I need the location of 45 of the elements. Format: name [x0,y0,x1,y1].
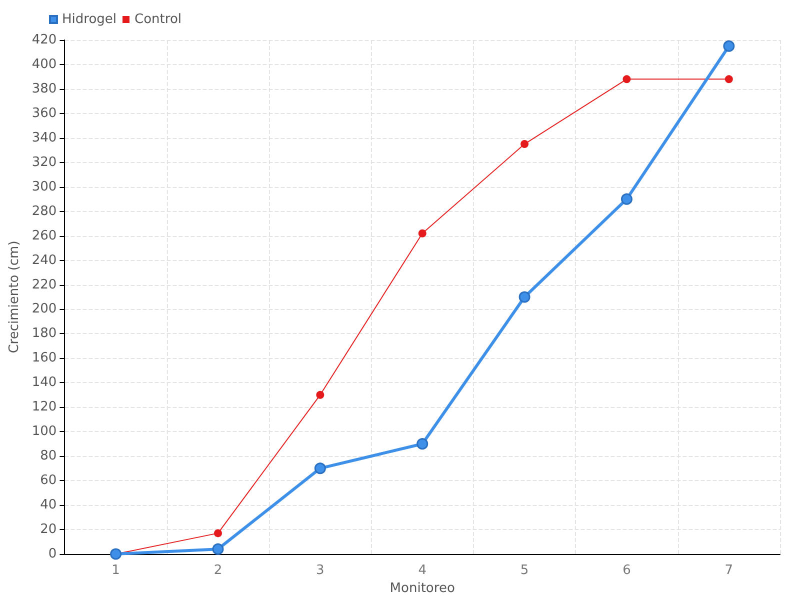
y-tick-label: 220 [32,277,57,292]
y-tick-label: 80 [40,448,57,464]
x-tick-label: 2 [214,563,222,578]
x-tick-label: 7 [724,563,734,578]
y-tick-label: 100 [32,424,57,440]
x-tick-label: 5 [520,563,529,578]
x-axis-title: Monitoreo [390,580,455,596]
y-tick-label: 200 [32,302,57,317]
point [620,193,632,205]
y-tick-label: 140 [32,375,57,390]
legend-label: Hidrogel [62,12,117,27]
y-tick-label: 0 [48,546,57,562]
point [520,140,529,148]
point [314,462,326,474]
y-tick-label: 160 [32,350,57,366]
y-tick-label: 260 [32,228,57,244]
y-tick-label: 240 [32,252,57,268]
y-tick-label: 280 [32,204,57,219]
y-tick-label: 300 [32,179,57,194]
point [723,40,735,52]
y-axis-title: Crecimiento (cm) [7,240,22,354]
y-tick-label: 40 [40,498,57,513]
point [724,75,733,84]
y-tick-label: 60 [40,473,57,488]
point [418,229,426,238]
y-tick-label: 320 [32,154,57,170]
y-tick-label: 120 [32,400,57,415]
point [214,529,222,538]
y-tick-label: 420 [32,32,57,48]
point [212,543,224,555]
legend-label: Control [134,12,182,27]
x-tick-label: 1 [112,563,120,578]
y-tick-label: 180 [32,326,57,342]
x-tick-label: 3 [316,563,324,578]
y-tick-label: 20 [40,522,57,538]
y-tick-label: 340 [32,130,57,146]
point [622,75,631,84]
x-tick-label: 4 [418,563,426,578]
point [416,438,428,450]
y-tick-label: 380 [32,81,57,96]
x-tick-label: 6 [622,563,631,578]
point [518,291,530,303]
point [316,390,324,399]
y-tick-label: 400 [32,56,57,72]
y-tick-label: 360 [32,106,57,121]
